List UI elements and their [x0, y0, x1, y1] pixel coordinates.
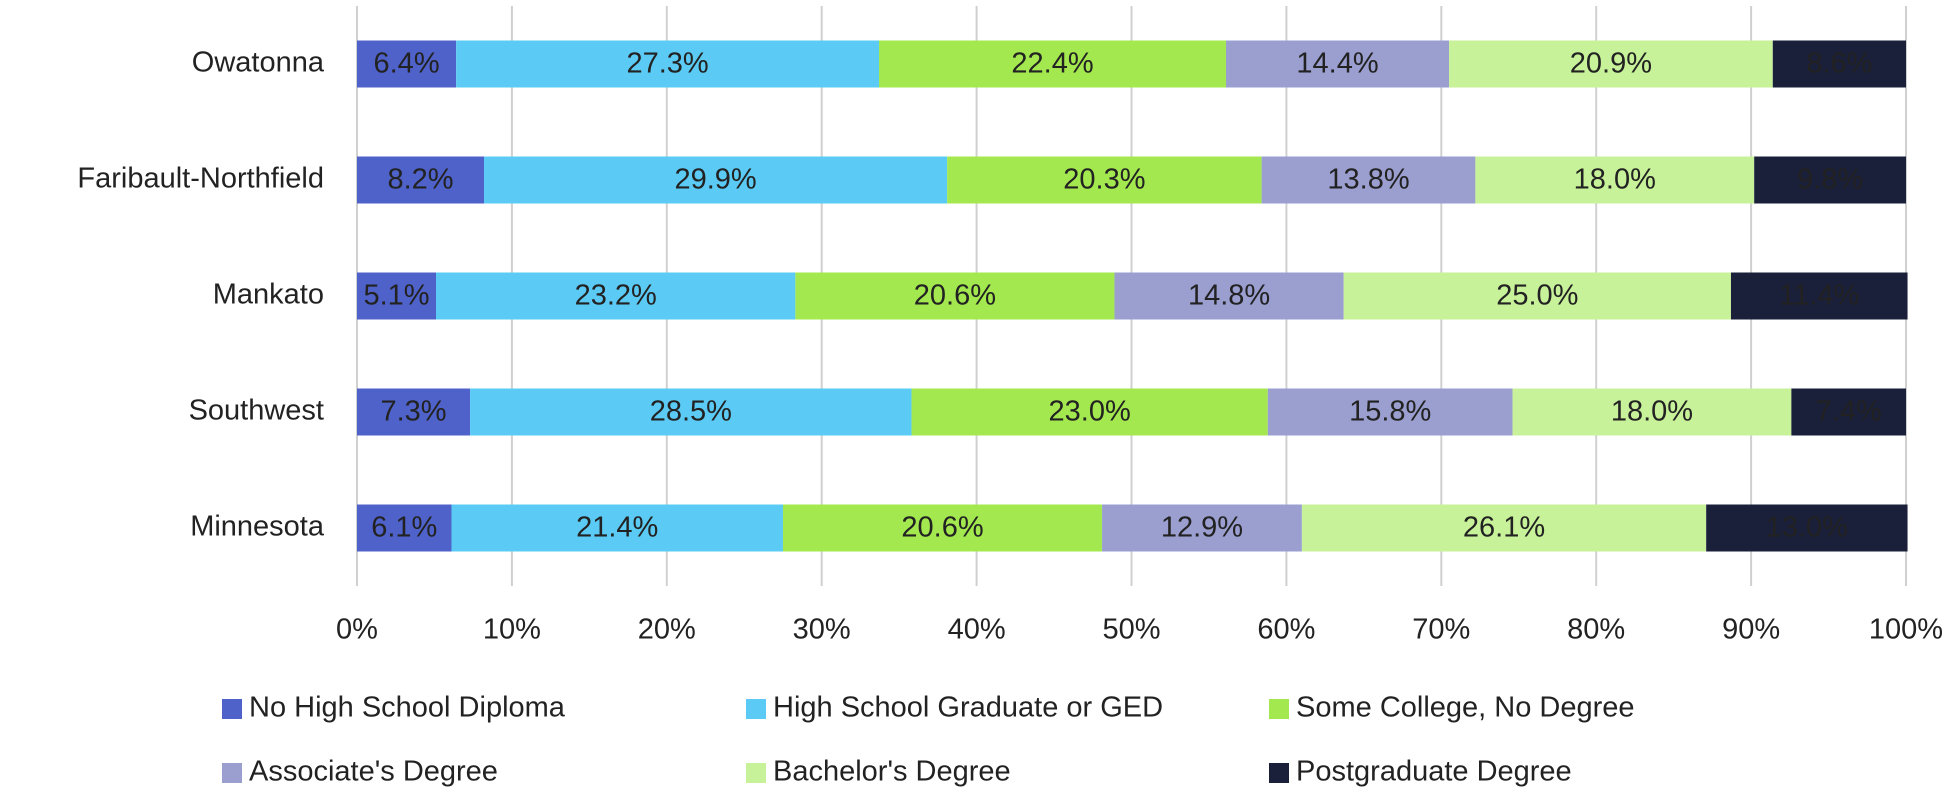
data-label: 20.3% [1063, 164, 1145, 196]
data-label: 12.9% [1161, 512, 1243, 544]
x-tick-label: 80% [1567, 614, 1625, 646]
legend-swatch [746, 763, 766, 783]
legend-label: Bachelor's Degree [773, 756, 1011, 788]
x-tick-label: 70% [1412, 614, 1470, 646]
bar-segment [1754, 156, 1906, 204]
bar-segment [911, 388, 1268, 436]
legend-swatch [1269, 763, 1289, 783]
y-tick-label: Minnesota [190, 511, 325, 543]
bar-segment [357, 388, 471, 436]
bar-segment [1791, 388, 1906, 436]
bar-segment [879, 40, 1226, 88]
data-label: 15.8% [1349, 396, 1431, 428]
bar-segment [456, 40, 880, 88]
data-label: 26.1% [1463, 512, 1545, 544]
data-label: 14.8% [1188, 280, 1270, 312]
bar-segment [1772, 40, 1906, 88]
data-label: 20.6% [914, 280, 996, 312]
x-tick-label: 20% [638, 614, 696, 646]
legend-swatch [1269, 699, 1289, 719]
data-label: 6.1% [371, 512, 437, 544]
data-label: 20.9% [1570, 48, 1652, 80]
x-tick-label: 60% [1257, 614, 1315, 646]
bar-segment [357, 156, 485, 204]
data-label: 5.1% [363, 280, 429, 312]
legend-swatch [746, 699, 766, 719]
bar-segment [1261, 156, 1476, 204]
bar-segment [357, 272, 436, 320]
bar-segment [1267, 388, 1513, 436]
data-label: 14.4% [1296, 48, 1378, 80]
legend-label: No High School Diploma [249, 692, 566, 724]
data-label: 29.9% [674, 164, 756, 196]
bar-segment [1730, 272, 1908, 320]
x-tick-label: 40% [948, 614, 1006, 646]
legend-label: Postgraduate Degree [1296, 756, 1572, 788]
bar-segment [435, 272, 796, 320]
bar-segment [1301, 504, 1707, 552]
x-tick-label: 10% [483, 614, 541, 646]
bar-segment [1475, 156, 1755, 204]
bar-segment [470, 388, 912, 436]
bar-segment [357, 504, 452, 552]
data-label: 13.8% [1327, 164, 1409, 196]
data-label: 22.4% [1011, 48, 1093, 80]
bar-segment [795, 272, 1115, 320]
data-label: 20.6% [901, 512, 983, 544]
bar-segment [947, 156, 1262, 204]
x-tick-label: 30% [793, 614, 851, 646]
data-label: 7.3% [380, 396, 446, 428]
data-label: 11.4% [1779, 280, 1859, 312]
x-tick-label: 0% [336, 614, 378, 646]
y-tick-label: Owatonna [192, 47, 325, 79]
data-label: 23.0% [1049, 396, 1131, 428]
data-label: 21.4% [576, 512, 658, 544]
legend-label: High School Graduate or GED [773, 692, 1163, 724]
bar-segment [782, 504, 1103, 552]
data-label: 25.0% [1496, 280, 1578, 312]
data-label: 18.0% [1574, 164, 1656, 196]
bar-segment [357, 40, 457, 88]
data-label: 27.3% [626, 48, 708, 80]
x-tick-label: 90% [1722, 614, 1780, 646]
y-tick-label: Faribault-Northfield [77, 163, 324, 195]
data-label: 8.2% [387, 164, 453, 196]
data-label: 8.6% [1806, 48, 1872, 80]
legend-label: Some College, No Degree [1296, 692, 1635, 724]
bar-segment [451, 504, 783, 552]
legend-swatch [222, 699, 242, 719]
bar-segment [1114, 272, 1344, 320]
bar-segment [1343, 272, 1731, 320]
data-label: 18.0% [1611, 396, 1693, 428]
bar-segment [1449, 40, 1773, 88]
bar-segment [1512, 388, 1792, 436]
bar-segment [1225, 40, 1450, 88]
data-label: 6.4% [374, 48, 440, 80]
y-tick-label: Mankato [213, 279, 324, 311]
legend-label: Associate's Degree [249, 756, 498, 788]
data-label: 13.0% [1766, 512, 1848, 544]
bar-segment [1102, 504, 1302, 552]
data-label: 7.4% [1816, 396, 1882, 428]
y-tick-label: Southwest [189, 395, 324, 427]
bar-segment [1706, 504, 1908, 552]
bar-segment [484, 156, 948, 204]
x-tick-label: 50% [1102, 614, 1160, 646]
data-label: 23.2% [575, 280, 657, 312]
legend-swatch [222, 763, 242, 783]
data-label: 9.8% [1797, 164, 1863, 196]
data-label: 28.5% [650, 396, 732, 428]
x-tick-label: 100% [1869, 614, 1943, 646]
